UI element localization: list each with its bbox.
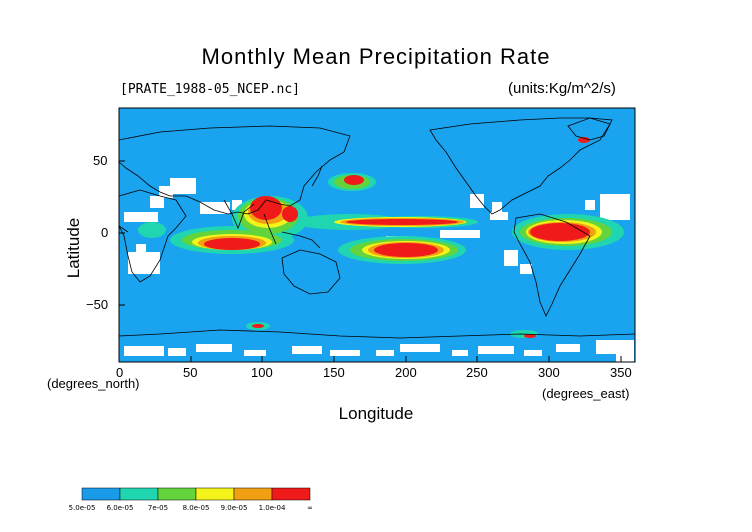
units-label: (units:Kg/m^2/s) [508, 80, 616, 97]
axis-ticks [118, 160, 622, 362]
colorbar-swatch [233, 487, 273, 501]
chart-title: Monthly Mean Precipitation Rate [201, 44, 551, 69]
colorbar-label: 8.0e-05 [183, 504, 210, 512]
colorbar-swatch [195, 487, 235, 501]
x-axis-label: Longitude [338, 404, 414, 423]
y-unit-label: (degrees_north) [47, 376, 140, 391]
y-tick-label: −50 [86, 297, 109, 312]
y-tick-label: 0 [101, 225, 109, 240]
x-tick-label: 150 [323, 365, 345, 380]
y-axis-label: Latitude [64, 217, 83, 279]
colorbar-swatch [81, 487, 121, 501]
colorbar-label: 7e-05 [148, 504, 168, 512]
plot-frame [118, 107, 636, 363]
x-unit-label: (degrees_east) [542, 386, 630, 401]
colorbar-swatch [271, 487, 311, 501]
x-tick-label: 200 [395, 365, 417, 380]
x-tick-label: 350 [610, 365, 632, 380]
x-tick-label: 100 [251, 365, 273, 380]
file-label: [PRATE_1988-05_NCEP.nc] [120, 82, 301, 97]
x-tick-label: 50 [183, 365, 198, 380]
colorbar-label: 5.0e-05 [69, 504, 96, 512]
colorbar-label: 1.0e-04 [259, 504, 286, 512]
colorbar-label: 6.0e-05 [107, 504, 134, 512]
colorbar: 5.0e-05 6.0e-05 7e-05 8.0e-05 9.0e-05 1.0e-04… [69, 487, 313, 512]
colorbar-label: ∞ [307, 504, 313, 512]
no-data-regions [124, 178, 634, 362]
x-tick-label: 250 [466, 365, 488, 380]
colorbar-swatch [157, 487, 197, 501]
coastlines [118, 117, 636, 339]
colorbar-label: 9.0e-05 [221, 504, 248, 512]
x-tick-label: 0 [116, 365, 124, 380]
x-tick-label: 300 [538, 365, 560, 380]
colorbar-swatch [119, 487, 159, 501]
y-tick-label: 50 [93, 153, 108, 168]
